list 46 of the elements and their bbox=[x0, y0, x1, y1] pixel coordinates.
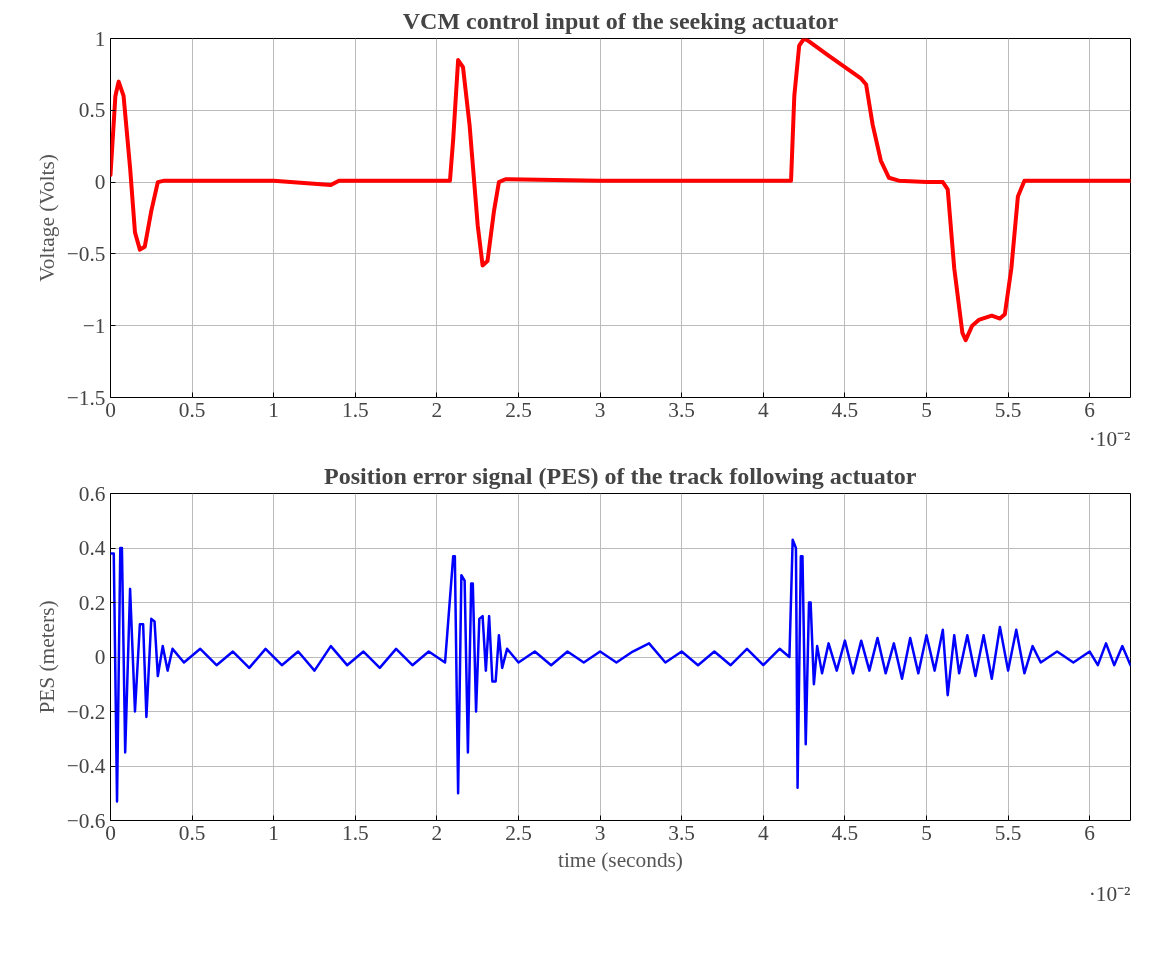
y-axis-title: Voltage (Volts) bbox=[34, 154, 59, 282]
y-tick-label: 0.2 bbox=[78, 590, 106, 615]
x-tick-label: 1.5 bbox=[341, 820, 369, 845]
x-tick-label: 4 bbox=[757, 820, 769, 845]
x-tick-label: 6 bbox=[1084, 820, 1096, 845]
x-tick-label: 0.5 bbox=[178, 397, 206, 422]
y-tick-label: −1 bbox=[82, 313, 106, 338]
line-series bbox=[110, 38, 1131, 343]
x-tick-label: 3.5 bbox=[668, 820, 696, 845]
x-tick-label: 1 bbox=[268, 820, 280, 845]
y-tick-label: −0.4 bbox=[66, 754, 106, 778]
text: ·10⁻² bbox=[1088, 881, 1131, 906]
chart-title: Position error signal (PES) of the track following actuator bbox=[324, 462, 917, 489]
x-tick-label: 5 bbox=[921, 397, 932, 422]
x-axis-title: time (seconds) bbox=[558, 847, 683, 872]
x-tick-label: 3 bbox=[594, 397, 606, 422]
x-tick-label: 4 bbox=[757, 397, 769, 422]
chart-title: VCM control input of the seeking actuator bbox=[402, 7, 839, 34]
y-tick-label: 1 bbox=[94, 26, 106, 51]
y-tick-label: 0 bbox=[94, 170, 106, 195]
y-axis-title: PES (meters) bbox=[34, 600, 59, 714]
x-tick-label: 5.5 bbox=[994, 820, 1022, 845]
x-tick-label: 5 bbox=[921, 820, 932, 845]
y-tick-label: 0.5 bbox=[78, 98, 106, 123]
x-tick-label: 5.5 bbox=[994, 397, 1022, 422]
x-tick-label: 6 bbox=[1084, 397, 1096, 422]
x-tick-label: 1.5 bbox=[341, 397, 369, 422]
x-tick-label: 2 bbox=[431, 397, 443, 422]
y-tick-label: −0.6 bbox=[66, 808, 106, 833]
x-tick-label: 2.5 bbox=[505, 397, 532, 422]
y-tick-label: 0.6 bbox=[78, 481, 106, 506]
line-series bbox=[110, 538, 1131, 803]
x-tick-label: 4.5 bbox=[831, 820, 859, 845]
x-tick-label: 0.5 bbox=[178, 820, 206, 845]
x-tick-label: 3.5 bbox=[668, 397, 696, 422]
y-tick-label: −0.5 bbox=[66, 241, 106, 266]
y-tick-label: −1.5 bbox=[66, 385, 106, 410]
x-tick-label: 2 bbox=[431, 820, 443, 845]
y-tick-label: −0.2 bbox=[66, 699, 106, 724]
x-tick-label: 2.5 bbox=[505, 820, 532, 845]
x-tick-label: 3 bbox=[594, 820, 606, 845]
y-tick-label: 0 bbox=[94, 645, 106, 669]
y-tick-label: 0.4 bbox=[78, 536, 106, 560]
text: ·10⁻² bbox=[1088, 426, 1131, 451]
x-tick-label: 1 bbox=[268, 397, 280, 422]
x-tick-label: 4.5 bbox=[831, 397, 859, 422]
